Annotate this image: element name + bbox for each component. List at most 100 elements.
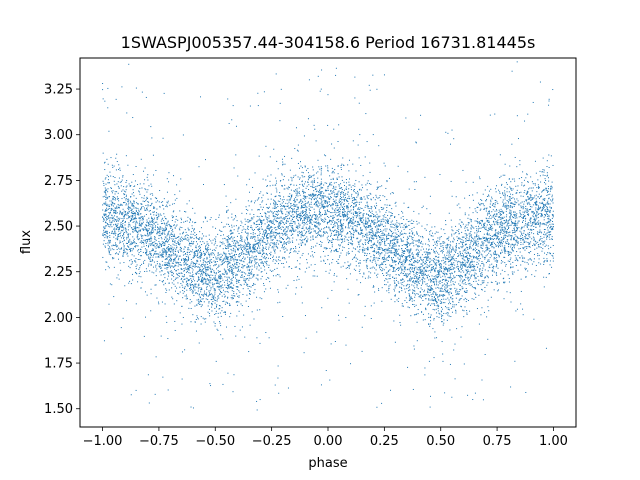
data-point <box>331 191 333 193</box>
data-point <box>110 232 112 234</box>
data-point <box>191 284 193 286</box>
data-point <box>143 170 145 172</box>
data-point <box>339 230 341 232</box>
data-point <box>271 211 273 213</box>
data-point <box>166 204 168 206</box>
data-point <box>451 265 453 267</box>
data-point <box>393 227 395 229</box>
data-point <box>464 264 466 266</box>
data-point <box>427 304 429 306</box>
data-point <box>172 254 174 256</box>
data-point <box>526 225 528 227</box>
data-point <box>145 230 147 232</box>
data-point <box>373 223 375 225</box>
data-point <box>282 164 284 166</box>
data-point <box>448 276 450 278</box>
data-point <box>159 263 161 265</box>
data-point <box>499 233 501 235</box>
data-point <box>179 249 181 251</box>
data-point <box>412 277 414 279</box>
data-point <box>479 204 481 206</box>
data-point <box>121 226 123 228</box>
data-point <box>533 222 535 224</box>
data-point <box>362 251 364 253</box>
data-point <box>320 198 322 200</box>
data-point <box>218 264 220 266</box>
data-point <box>227 280 229 282</box>
data-point <box>134 216 136 218</box>
data-point <box>500 220 502 222</box>
data-point <box>423 257 425 259</box>
data-point <box>510 246 512 248</box>
data-point <box>386 272 388 274</box>
data-point <box>135 87 137 89</box>
data-point <box>469 207 471 209</box>
data-point <box>406 225 408 227</box>
data-point <box>260 226 262 228</box>
data-point <box>399 261 401 263</box>
data-point <box>496 274 498 276</box>
data-point <box>516 259 518 261</box>
data-point <box>310 255 312 257</box>
data-point <box>343 203 345 205</box>
data-point <box>149 237 151 239</box>
data-point <box>335 193 337 195</box>
data-point <box>224 253 226 255</box>
data-point <box>307 220 309 222</box>
data-point <box>141 91 143 93</box>
data-point <box>225 239 227 241</box>
data-point <box>498 216 500 218</box>
data-point <box>113 257 115 259</box>
data-point <box>546 235 548 237</box>
data-point <box>181 258 183 260</box>
data-point <box>450 256 452 258</box>
data-point <box>500 231 502 233</box>
data-point <box>240 259 242 261</box>
data-point <box>366 258 368 260</box>
data-point <box>217 253 219 255</box>
data-point <box>111 192 113 194</box>
data-point <box>177 241 179 243</box>
data-point <box>289 199 291 201</box>
data-point <box>247 278 249 280</box>
data-point <box>542 189 544 191</box>
data-point <box>265 246 267 248</box>
data-point <box>380 206 382 208</box>
data-point <box>480 203 482 205</box>
data-point <box>175 270 177 272</box>
data-point <box>394 237 396 239</box>
data-point <box>112 208 114 210</box>
data-point <box>243 280 245 282</box>
data-point <box>527 181 529 183</box>
data-point <box>251 284 253 286</box>
data-point <box>144 259 146 261</box>
data-point <box>330 196 332 198</box>
data-point <box>326 247 328 249</box>
data-point <box>233 236 235 238</box>
data-point <box>548 217 550 219</box>
data-point <box>105 231 107 233</box>
data-point <box>233 240 235 242</box>
data-point <box>400 279 402 281</box>
data-point <box>252 186 254 188</box>
data-point <box>339 195 341 197</box>
data-point <box>451 273 453 275</box>
data-point <box>337 262 339 264</box>
data-point <box>167 255 169 257</box>
data-point <box>333 211 335 213</box>
data-point <box>167 233 169 235</box>
data-point <box>463 363 465 365</box>
data-point <box>371 230 373 232</box>
data-point <box>507 260 509 262</box>
data-point <box>449 246 451 248</box>
data-point <box>138 212 140 214</box>
data-point <box>469 232 471 234</box>
data-point <box>295 251 297 253</box>
data-point <box>138 222 140 224</box>
data-point <box>550 246 552 248</box>
data-point <box>428 286 430 288</box>
data-point <box>495 213 497 215</box>
data-point <box>304 195 306 197</box>
data-point <box>265 278 267 280</box>
data-point <box>318 209 320 211</box>
